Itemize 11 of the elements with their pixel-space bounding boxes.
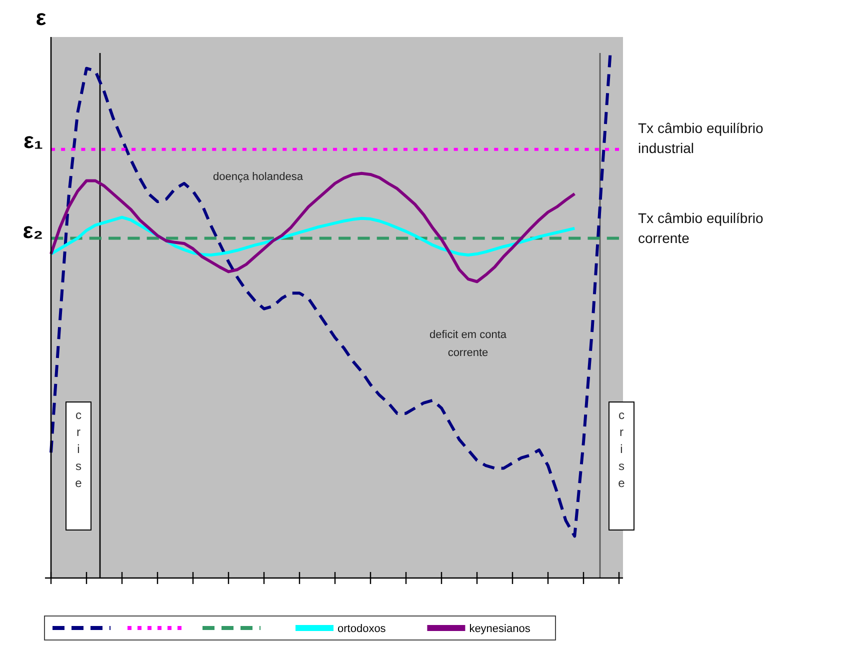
y-axis-title: ε (36, 5, 47, 30)
text: ε₂ (22, 218, 43, 243)
legend-label: keynesianos (469, 623, 531, 635)
text: ε₁ (23, 128, 43, 153)
annotation: doença holandesa (213, 171, 304, 183)
text: Tx câmbio equilíbrio industrial (638, 120, 764, 156)
annotation: crise (75, 408, 82, 490)
text: Tx câmbio equilíbrio corrente (638, 210, 764, 246)
annotation: deficit em conta corrente (429, 329, 508, 359)
annotation: crise (618, 408, 626, 490)
legend-label: ortodoxos (338, 623, 386, 635)
